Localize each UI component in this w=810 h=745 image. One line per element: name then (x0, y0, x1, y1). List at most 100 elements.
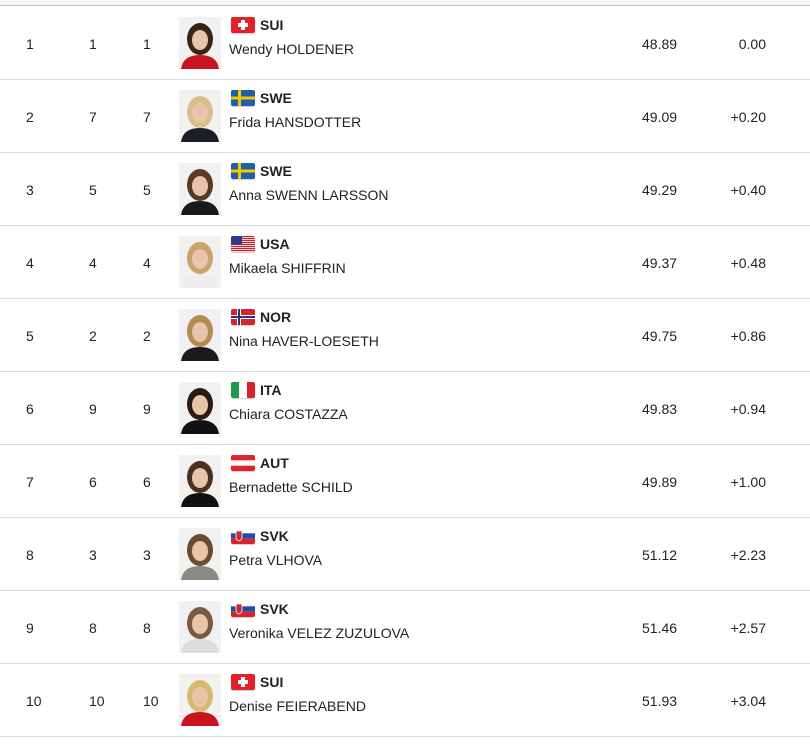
athlete-name[interactable]: Veronika VELEZ ZUZULOVA (229, 625, 410, 641)
start-number: 1 (143, 36, 151, 52)
flag-nor-icon (231, 309, 255, 325)
flag-swe-icon (231, 90, 255, 106)
flag-aut-icon (231, 455, 255, 471)
country-code: SWE (260, 90, 292, 106)
results-table: 1 1 1 SUI Wendy HOLDENER 48.89 0.00 2 7 7 SWE Frida… (0, 7, 810, 737)
flag-svk-icon (231, 601, 255, 617)
athlete-name[interactable]: Chiara COSTAZZA (229, 406, 348, 422)
athlete-photo (179, 236, 221, 288)
country-code: NOR (260, 309, 292, 325)
athlete-name[interactable]: Anna SWENN LARSSON (229, 187, 389, 203)
bib-number: 10 (89, 693, 105, 709)
athlete-photo (179, 528, 221, 580)
time-difference: +2.23 (730, 547, 766, 563)
table-row[interactable]: 2 7 7 SWE Frida HANSDOTTER 49.09 +0.20 (0, 80, 810, 153)
rank: 8 (26, 547, 34, 563)
athlete-photo (179, 601, 221, 653)
time-difference: +3.04 (730, 693, 766, 709)
run-time: 51.93 (642, 693, 678, 709)
time-difference: +0.94 (730, 401, 766, 417)
bib-number: 3 (89, 547, 97, 563)
start-number: 5 (143, 182, 151, 198)
country-code: USA (260, 236, 290, 252)
bib-number: 9 (89, 401, 97, 417)
country-code: SVK (260, 601, 289, 617)
run-time: 49.75 (642, 328, 678, 344)
run-time: 49.89 (642, 474, 678, 490)
time-difference: +0.40 (730, 182, 766, 198)
athlete-photo (179, 674, 221, 726)
rank: 7 (26, 474, 34, 490)
bib-number: 2 (89, 328, 97, 344)
flag-sui-icon (231, 674, 255, 690)
country-code: SUI (260, 674, 284, 690)
flag-sui-icon (231, 17, 255, 33)
athlete-name[interactable]: Frida HANSDOTTER (229, 114, 362, 130)
table-row[interactable]: 6 9 9 ITA Chiara COSTAZZA 49.83 +0.94 (0, 372, 810, 445)
flag-svk-icon (231, 528, 255, 544)
run-time: 48.89 (642, 36, 678, 52)
country-code: ITA (260, 382, 282, 398)
country-code: SWE (260, 163, 292, 179)
athlete-name[interactable]: Wendy HOLDENER (229, 41, 355, 57)
athlete-photo (179, 309, 221, 361)
flag-usa-icon (231, 236, 255, 252)
table-row[interactable]: 8 3 3 SVK Petra VLHOVA 51.12 +2.23 (0, 518, 810, 591)
run-time: 49.09 (642, 109, 678, 125)
athlete-photo (179, 382, 221, 434)
time-difference: +2.57 (730, 620, 766, 636)
athlete-photo (179, 17, 221, 69)
rank: 2 (26, 109, 34, 125)
start-number: 4 (143, 255, 151, 271)
country-code: SUI (260, 17, 284, 33)
bib-number: 5 (89, 182, 97, 198)
time-difference: +1.00 (730, 474, 766, 490)
time-difference: 0.00 (738, 36, 766, 52)
athlete-photo (179, 163, 221, 215)
athlete-name[interactable]: Petra VLHOVA (229, 552, 323, 568)
rank: 4 (26, 255, 34, 271)
run-time: 51.12 (642, 547, 678, 563)
country-code: AUT (260, 455, 289, 471)
run-time: 51.46 (642, 620, 678, 636)
bib-number: 4 (89, 255, 97, 271)
athlete-name[interactable]: Nina HAVER-LOESETH (229, 333, 379, 349)
table-row[interactable]: 1 1 1 SUI Wendy HOLDENER 48.89 0.00 (0, 7, 810, 80)
rank: 3 (26, 182, 34, 198)
start-number: 3 (143, 547, 151, 563)
rank: 6 (26, 401, 34, 417)
time-difference: +0.48 (730, 255, 766, 271)
start-number: 7 (143, 109, 151, 125)
table-row[interactable]: 4 4 4 USA Mikaela SHIFFRIN 49.37 +0.48 (0, 226, 810, 299)
rank: 10 (26, 693, 42, 709)
rank: 5 (26, 328, 34, 344)
table-row[interactable]: 3 5 5 SWE Anna SWENN LARSSON 49.29 +0.40 (0, 153, 810, 226)
run-time: 49.37 (642, 255, 678, 271)
start-number: 10 (143, 693, 159, 709)
athlete-name[interactable]: Bernadette SCHILD (229, 479, 353, 495)
table-row[interactable]: 10 10 10 SUI Denise FEIERABEND 51.93 +3.04 (0, 664, 810, 737)
start-number: 2 (143, 328, 151, 344)
table-row[interactable]: 9 8 8 SVK Veronika VELEZ ZUZULOVA 51.46 +2.57 (0, 591, 810, 664)
athlete-name[interactable]: Mikaela SHIFFRIN (229, 260, 346, 276)
table-header-strip (0, 0, 810, 6)
time-difference: +0.86 (730, 328, 766, 344)
rank: 9 (26, 620, 34, 636)
table-row[interactable]: 5 2 2 NOR Nina HAVER-LOESETH 49.75 +0.86 (0, 299, 810, 372)
country-code: SVK (260, 528, 289, 544)
bib-number: 7 (89, 109, 97, 125)
time-difference: +0.20 (730, 109, 766, 125)
table-row[interactable]: 7 6 6 AUT Bernadette SCHILD 49.89 +1.00 (0, 445, 810, 518)
run-time: 49.83 (642, 401, 678, 417)
rank: 1 (26, 36, 34, 52)
athlete-name[interactable]: Denise FEIERABEND (229, 698, 366, 714)
start-number: 9 (143, 401, 151, 417)
run-time: 49.29 (642, 182, 678, 198)
athlete-photo (179, 455, 221, 507)
flag-swe-icon (231, 163, 255, 179)
bib-number: 8 (89, 620, 97, 636)
athlete-photo (179, 90, 221, 142)
start-number: 8 (143, 620, 151, 636)
start-number: 6 (143, 474, 151, 490)
flag-ita-icon (231, 382, 255, 398)
